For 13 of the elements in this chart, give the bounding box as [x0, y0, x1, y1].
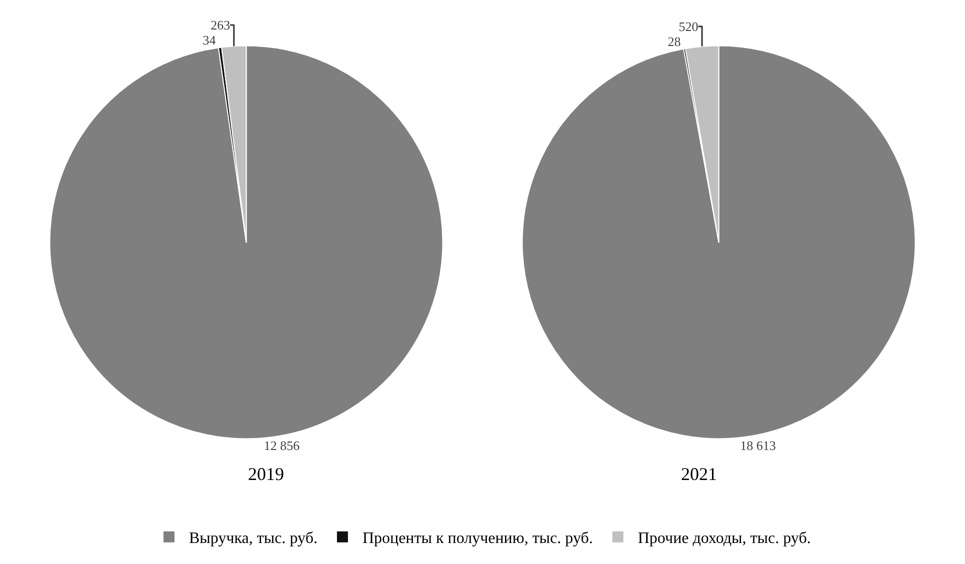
- legend-label: Выручка, тыс. руб.: [189, 530, 318, 548]
- data-label: 34: [202, 32, 216, 48]
- data-label: 263: [210, 18, 230, 33]
- data-label: 520: [678, 18, 698, 34]
- pie-slice: [522, 45, 916, 440]
- text: 2019: [248, 464, 284, 484]
- legend-label: Прочие доходы, тыс. руб.: [638, 530, 811, 548]
- legend-label: Проценты к получению, тыс. руб.: [362, 530, 593, 548]
- text: 2021: [681, 464, 717, 484]
- pie-slice: [49, 45, 444, 439]
- data-label: 28: [668, 34, 681, 49]
- data-label: 18 613: [740, 438, 776, 453]
- data-label: 12 856: [264, 438, 300, 454]
